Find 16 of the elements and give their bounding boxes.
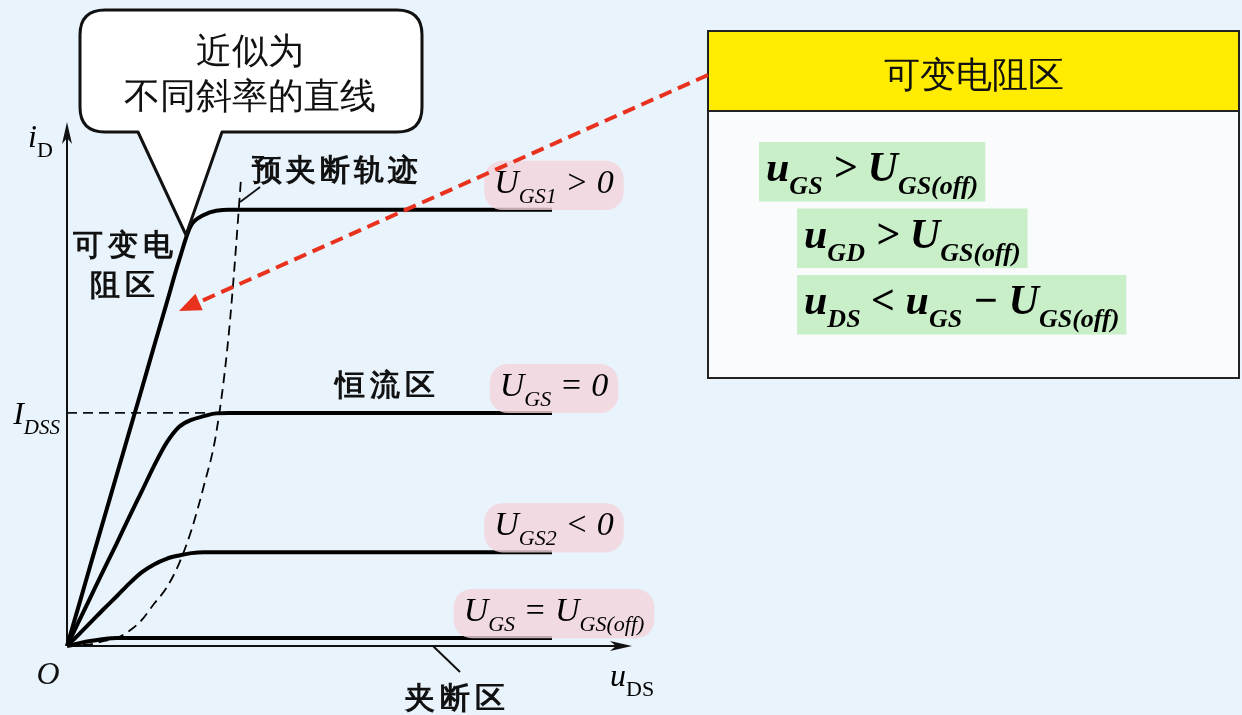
series-label: U$_{GS1}$ > 0 [494, 162, 614, 209]
y-axis-title: i$_{D}$ [28, 118, 53, 162]
annotation: 可变电 [71, 227, 178, 262]
ref-line-label: I$_{DSS}$ [12, 394, 61, 439]
x-axis-title: u$_{DS}$ [610, 657, 655, 701]
text: 近似为 [196, 30, 304, 71]
series-label: 预夹断轨迹 [251, 152, 423, 187]
series-label: U$_{GS2}$ < 0 [494, 505, 614, 551]
annotation: 阻区 [90, 267, 160, 302]
annotation: 恒流区 [333, 367, 440, 402]
text: 不同斜率的直线 [124, 75, 376, 116]
series-label: U$_{GS}$ = 0 [499, 365, 609, 412]
text: O [36, 655, 60, 691]
text: 可变电阻区 [883, 54, 1064, 95]
text: 夹断区 [404, 680, 510, 715]
series-label: U$_{GS}$ = U$_{GS(off)}$ [463, 591, 645, 637]
